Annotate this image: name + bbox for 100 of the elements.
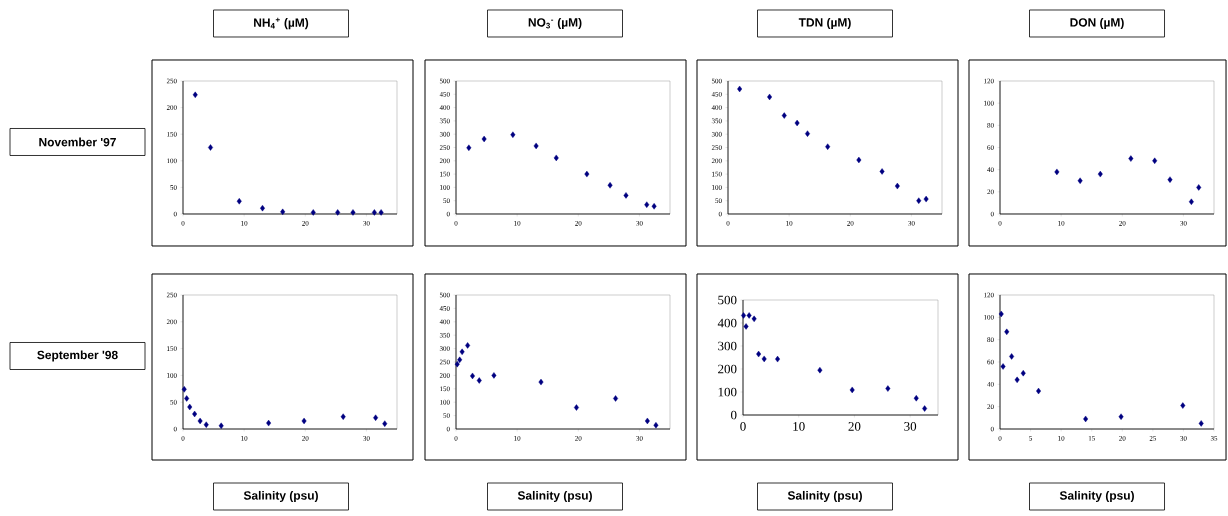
point (1188, 198, 1194, 205)
point (481, 135, 487, 143)
point (236, 198, 242, 205)
y-tick-label: 300 (718, 341, 737, 351)
point (584, 170, 590, 178)
x-axis-title: Salinity (psu) (787, 490, 862, 503)
point (491, 372, 497, 379)
point (192, 91, 198, 99)
point (1198, 420, 1204, 427)
point (1077, 177, 1083, 184)
point (510, 131, 516, 138)
point (187, 403, 193, 411)
point (533, 142, 539, 150)
point (751, 315, 757, 323)
x-tick-label: 20 (848, 422, 861, 431)
point (192, 410, 198, 418)
x-tick-label: 0 (740, 422, 746, 431)
point (1196, 184, 1202, 191)
y-tick-label: 500 (718, 295, 737, 305)
x-axis-title: Salinity (psu) (1059, 490, 1134, 503)
point (538, 378, 544, 386)
point (817, 366, 823, 374)
point (1152, 157, 1158, 164)
point (923, 195, 929, 203)
point (761, 355, 767, 363)
point (849, 386, 855, 394)
point (805, 130, 810, 137)
point (197, 417, 203, 425)
point (781, 112, 787, 119)
point (885, 385, 891, 392)
y-axis-title: November '97 (39, 137, 116, 147)
point (916, 197, 922, 204)
point (350, 209, 356, 216)
point (741, 312, 747, 319)
point (913, 395, 919, 402)
point (218, 422, 224, 429)
point (574, 404, 579, 411)
point (1004, 328, 1010, 336)
x-tick-label: 10 (793, 422, 805, 431)
point (476, 377, 482, 384)
y-tick-label: 0 (731, 410, 737, 420)
point (825, 143, 831, 150)
point (280, 208, 286, 216)
point (378, 209, 384, 216)
point (1128, 155, 1134, 162)
point (794, 119, 800, 127)
point (340, 413, 346, 420)
point (382, 420, 388, 427)
point (644, 201, 650, 208)
point (653, 422, 659, 429)
point (651, 203, 657, 210)
point (613, 395, 619, 402)
point (1083, 415, 1089, 423)
y-axis-title: September '98 (37, 350, 118, 362)
point (466, 144, 472, 151)
point (607, 182, 613, 189)
point (1180, 402, 1186, 409)
point (1020, 369, 1026, 377)
x-tick-label: 30 (904, 422, 917, 431)
y-tick-label: 100 (718, 387, 737, 397)
y-tick-label: 400 (717, 318, 737, 328)
point (266, 419, 272, 427)
point (879, 168, 885, 175)
chart-title: NO$_{3}$$^{-}$ (µM) (528, 17, 582, 30)
point (856, 156, 862, 164)
point (623, 192, 629, 199)
point (922, 405, 928, 412)
chart-title: TDN (µM) (798, 17, 851, 30)
point (1009, 353, 1015, 360)
point (465, 342, 471, 349)
point (644, 417, 650, 425)
point (998, 310, 1004, 318)
point (203, 421, 209, 428)
point (743, 323, 749, 330)
point (181, 386, 187, 393)
point (335, 209, 341, 216)
point (184, 395, 190, 402)
point (737, 85, 743, 93)
point (1054, 168, 1060, 176)
point (1118, 413, 1124, 420)
point (553, 154, 559, 162)
point (894, 182, 900, 190)
point (1097, 170, 1103, 178)
x-axis-title: Salinity (psu) (243, 490, 318, 503)
point (373, 414, 379, 421)
point (310, 209, 316, 216)
point (454, 360, 460, 368)
point (1014, 376, 1020, 384)
point (1000, 363, 1006, 370)
point (457, 356, 463, 364)
x-axis-title: Salinity (psu) (517, 490, 592, 503)
point (371, 209, 377, 216)
y-tick-label: 200 (718, 364, 737, 374)
point (1167, 176, 1173, 183)
chart-title: NH$_{4}$$^{+}$ (µM) (254, 17, 309, 30)
chart-title: DON (µM) (1070, 17, 1124, 30)
point (208, 144, 213, 151)
point (746, 312, 752, 319)
point (301, 417, 307, 425)
point (459, 348, 465, 356)
